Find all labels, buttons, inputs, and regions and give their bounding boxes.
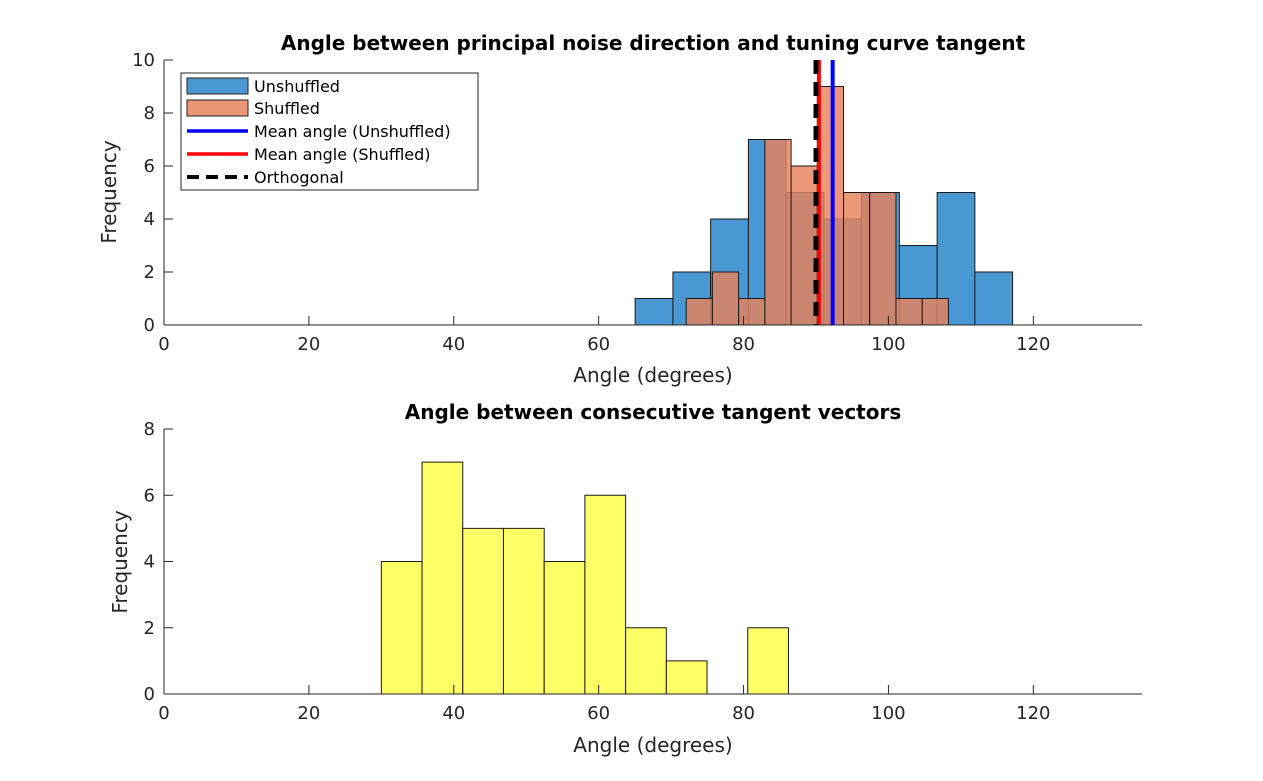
chart-top-mean-lines — [813, 60, 835, 325]
chart-top-ylabel: Frequency — [97, 140, 121, 243]
histogram-bar — [974, 271, 1014, 326]
x-tick-label: 40 — [442, 334, 465, 355]
x-tick-label: 0 — [158, 703, 169, 724]
histogram-bar — [421, 461, 464, 695]
y-tick-label: 8 — [144, 103, 155, 124]
legend-label-orthogonal: Orthogonal — [254, 168, 344, 187]
y-tick-label: 4 — [144, 552, 155, 573]
y-tick-label: 0 — [144, 315, 155, 336]
histogram-bar — [895, 298, 923, 326]
chart-bottom-axes: 0 20 40 60 80 100 120 0 2 4 6 8 — [144, 419, 1142, 724]
histogram-bar — [711, 271, 740, 326]
chart-top-bars — [634, 86, 1014, 326]
y-tick-label: 10 — [132, 50, 155, 71]
y-tick-label: 8 — [144, 419, 155, 440]
histogram-bar — [462, 527, 504, 695]
chart-top-xlabel: Angle (degrees) — [573, 363, 732, 387]
legend-label-mean-unshuffled: Mean angle (Unshuffled) — [254, 122, 451, 141]
y-tick-label: 6 — [144, 485, 155, 506]
x-tick-label: 80 — [732, 334, 755, 355]
chart-bottom: Angle between consecutive tangent vector… — [108, 400, 1142, 757]
x-tick-label: 120 — [1016, 703, 1050, 724]
histogram-bar — [747, 627, 789, 695]
x-tick-label: 120 — [1016, 334, 1050, 355]
histogram-bar — [665, 660, 708, 695]
histogram-bar — [790, 165, 818, 326]
legend-label-mean-shuffled: Mean angle (Shuffled) — [254, 145, 431, 164]
legend-label-shuffled: Shuffled — [254, 99, 320, 118]
y-tick-label: 2 — [144, 262, 155, 283]
histogram-bar — [543, 561, 586, 695]
y-tick-label: 2 — [144, 618, 155, 639]
histogram-bar — [685, 298, 713, 326]
histogram-bar — [625, 627, 667, 695]
histogram-bar — [380, 561, 423, 695]
chart-bottom-bars — [380, 461, 789, 695]
chart-bottom-title: Angle between consecutive tangent vector… — [405, 400, 902, 424]
x-tick-label: 80 — [732, 703, 755, 724]
legend-label-unshuffled: Unshuffled — [254, 77, 340, 96]
x-tick-label: 100 — [871, 334, 905, 355]
histogram-bar — [738, 298, 766, 326]
histogram-bar — [816, 86, 845, 326]
chart-bottom-xlabel: Angle (degrees) — [573, 733, 732, 757]
x-tick-label: 20 — [297, 334, 320, 355]
histogram-bar — [502, 527, 545, 695]
histogram-bar — [921, 298, 949, 326]
x-tick-label: 100 — [871, 703, 905, 724]
chart-top-title: Angle between principal noise direction … — [281, 31, 1026, 55]
legend-swatch-shuffled — [186, 99, 249, 117]
histogram-bar — [764, 139, 792, 326]
histogram-bar — [869, 192, 897, 326]
chart-top-axes: 0 20 40 60 80 100 120 0 2 4 6 8 10 — [132, 50, 1142, 355]
y-tick-label: 0 — [144, 684, 155, 705]
histogram-bar — [843, 192, 871, 326]
chart-top: Angle between principal noise direction … — [97, 31, 1142, 387]
x-tick-label: 0 — [158, 334, 169, 355]
x-tick-label: 60 — [587, 334, 610, 355]
histogram-bar — [634, 298, 674, 326]
x-tick-label: 60 — [587, 703, 610, 724]
x-tick-label: 20 — [297, 703, 320, 724]
x-tick-label: 40 — [442, 703, 465, 724]
chart-top-legend: Unshuffled Shuffled Mean angle (Unshuffl… — [180, 72, 479, 191]
legend-swatch-unshuffled — [186, 77, 249, 95]
y-tick-label: 6 — [144, 156, 155, 177]
chart-bottom-ylabel: Frequency — [108, 510, 132, 613]
histogram-bar — [584, 494, 627, 695]
y-tick-label: 4 — [144, 209, 155, 230]
